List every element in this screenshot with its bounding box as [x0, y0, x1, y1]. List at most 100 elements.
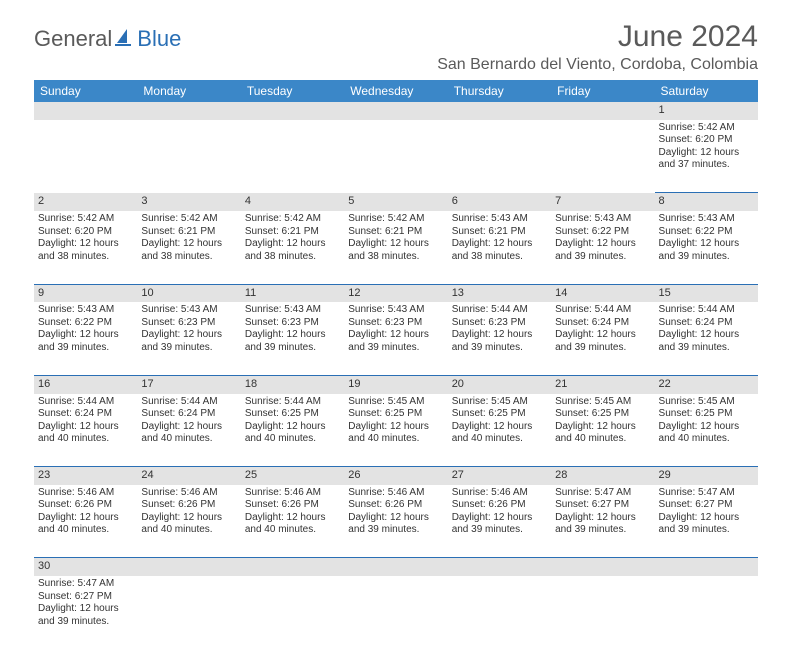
day-number-cell: [551, 558, 654, 576]
daylight-line: Daylight: 12 hours and 39 minutes.: [38, 603, 133, 628]
sunset-line: Sunset: 6:23 PM: [141, 317, 236, 330]
day-content-cell: [551, 120, 654, 193]
day-number-cell: [34, 102, 137, 120]
day-content-cell: Sunrise: 5:46 AMSunset: 6:26 PMDaylight:…: [344, 485, 447, 558]
day-number-cell: 23: [34, 467, 137, 485]
day-content-cell: [448, 120, 551, 193]
daylight-line: Daylight: 12 hours and 39 minutes.: [452, 329, 547, 354]
day-content-cell: [241, 576, 344, 649]
day-number-row: 23242526272829: [34, 467, 758, 485]
sunset-line: Sunset: 6:27 PM: [659, 499, 754, 512]
day-number-cell: [344, 558, 447, 576]
weekday-header-row: SundayMondayTuesdayWednesdayThursdayFrid…: [34, 80, 758, 102]
day-content-cell: [137, 576, 240, 649]
day-number-cell: [655, 558, 758, 576]
sunrise-line: Sunrise: 5:47 AM: [659, 487, 754, 500]
day-number-cell: 15: [655, 284, 758, 302]
daylight-line: Daylight: 12 hours and 39 minutes.: [659, 238, 754, 263]
sail-icon: [115, 27, 135, 52]
daylight-line: Daylight: 12 hours and 37 minutes.: [659, 147, 754, 172]
sunrise-line: Sunrise: 5:43 AM: [452, 213, 547, 226]
daylight-line: Daylight: 12 hours and 40 minutes.: [38, 512, 133, 537]
sunset-line: Sunset: 6:24 PM: [141, 408, 236, 421]
day-number-cell: 21: [551, 375, 654, 393]
sunrise-line: Sunrise: 5:44 AM: [555, 304, 650, 317]
day-number-cell: 13: [448, 284, 551, 302]
sunrise-line: Sunrise: 5:46 AM: [348, 487, 443, 500]
day-content-cell: Sunrise: 5:45 AMSunset: 6:25 PMDaylight:…: [448, 394, 551, 467]
daylight-line: Daylight: 12 hours and 40 minutes.: [452, 421, 547, 446]
daylight-line: Daylight: 12 hours and 39 minutes.: [452, 512, 547, 537]
day-content-cell: Sunrise: 5:44 AMSunset: 6:24 PMDaylight:…: [655, 302, 758, 375]
sunrise-line: Sunrise: 5:42 AM: [659, 122, 754, 135]
day-number-cell: 28: [551, 467, 654, 485]
day-number-cell: 6: [448, 193, 551, 211]
day-content-cell: Sunrise: 5:44 AMSunset: 6:24 PMDaylight:…: [551, 302, 654, 375]
day-content-cell: Sunrise: 5:42 AMSunset: 6:20 PMDaylight:…: [34, 211, 137, 284]
week-content-row: Sunrise: 5:44 AM Sunset: 6:24 PM Daylight:…: [34, 394, 758, 467]
day-number-cell: 1: [655, 102, 758, 120]
sunset-line: Sunset: 6:21 PM: [245, 226, 340, 239]
sunrise-line: Sunrise: 5:43 AM: [659, 213, 754, 226]
daylight-line: Daylight: 12 hours and 39 minutes.: [659, 512, 754, 537]
sunset-line: Sunset: 6:24 PM: [38, 408, 133, 421]
day-content-cell: [241, 120, 344, 193]
day-content-cell: Sunrise: 5:44 AMSunset: 6:24 PMDaylight:…: [34, 394, 137, 467]
sunset-line: Sunset: 6:22 PM: [659, 226, 754, 239]
day-number-cell: 19: [344, 375, 447, 393]
day-content-cell: Sunrise: 5:44 AMSunset: 6:25 PMDaylight:…: [241, 394, 344, 467]
sunrise-line: Sunrise: 5:43 AM: [38, 304, 133, 317]
logo-text-general: General: [34, 26, 112, 52]
day-content-cell: Sunrise: 5:46 AMSunset: 6:26 PMDaylight:…: [137, 485, 240, 558]
day-number-cell: 2: [34, 193, 137, 211]
sunset-line: Sunset: 6:22 PM: [38, 317, 133, 330]
title-block: June 2024 San Bernardo del Viento, Cordo…: [437, 20, 758, 74]
day-number-cell: 4: [241, 193, 344, 211]
day-number-row: 1: [34, 102, 758, 120]
sunrise-line: Sunrise: 5:42 AM: [245, 213, 340, 226]
day-content-cell: Sunrise: 5:43 AMSunset: 6:21 PMDaylight:…: [448, 211, 551, 284]
sunrise-line: Sunrise: 5:47 AM: [555, 487, 650, 500]
day-number-cell: [551, 102, 654, 120]
weekday-header: Saturday: [655, 80, 758, 102]
day-number-cell: [137, 558, 240, 576]
day-content-cell: [655, 576, 758, 649]
sunrise-line: Sunrise: 5:46 AM: [245, 487, 340, 500]
sunrise-line: Sunrise: 5:46 AM: [38, 487, 133, 500]
day-number-cell: 10: [137, 284, 240, 302]
daylight-line: Daylight: 12 hours and 40 minutes.: [555, 421, 650, 446]
day-content-cell: Sunrise: 5:42 AMSunset: 6:20 PMDaylight:…: [655, 120, 758, 193]
sunrise-line: Sunrise: 5:43 AM: [141, 304, 236, 317]
day-number-cell: [344, 102, 447, 120]
day-number-cell: 20: [448, 375, 551, 393]
day-number-cell: 12: [344, 284, 447, 302]
sunrise-line: Sunrise: 5:43 AM: [348, 304, 443, 317]
daylight-line: Daylight: 12 hours and 39 minutes.: [659, 329, 754, 354]
daylight-line: Daylight: 12 hours and 39 minutes.: [555, 329, 650, 354]
daylight-line: Daylight: 12 hours and 38 minutes.: [38, 238, 133, 263]
daylight-line: Daylight: 12 hours and 39 minutes.: [348, 329, 443, 354]
sunrise-line: Sunrise: 5:44 AM: [245, 396, 340, 409]
day-number-cell: 8: [655, 193, 758, 211]
day-number-row: 16171819202122: [34, 375, 758, 393]
sunset-line: Sunset: 6:25 PM: [555, 408, 650, 421]
day-content-cell: Sunrise: 5:45 AMSunset: 6:25 PMDaylight:…: [344, 394, 447, 467]
day-number-cell: 16: [34, 375, 137, 393]
daylight-line: Daylight: 12 hours and 40 minutes.: [245, 421, 340, 446]
sunset-line: Sunset: 6:27 PM: [555, 499, 650, 512]
sunset-line: Sunset: 6:24 PM: [659, 317, 754, 330]
sunset-line: Sunset: 6:26 PM: [452, 499, 547, 512]
sunrise-line: Sunrise: 5:46 AM: [141, 487, 236, 500]
daylight-line: Daylight: 12 hours and 40 minutes.: [659, 421, 754, 446]
day-content-cell: Sunrise: 5:43 AMSunset: 6:23 PMDaylight:…: [344, 302, 447, 375]
daylight-line: Daylight: 12 hours and 39 minutes.: [348, 512, 443, 537]
month-title: June 2024: [437, 20, 758, 54]
day-content-cell: [344, 576, 447, 649]
sunrise-line: Sunrise: 5:44 AM: [659, 304, 754, 317]
day-number-cell: 5: [344, 193, 447, 211]
day-content-cell: Sunrise: 5:45 AMSunset: 6:25 PMDaylight:…: [655, 394, 758, 467]
sunset-line: Sunset: 6:23 PM: [348, 317, 443, 330]
day-content-cell: [551, 576, 654, 649]
sunrise-line: Sunrise: 5:45 AM: [452, 396, 547, 409]
day-number-row: 30: [34, 558, 758, 576]
